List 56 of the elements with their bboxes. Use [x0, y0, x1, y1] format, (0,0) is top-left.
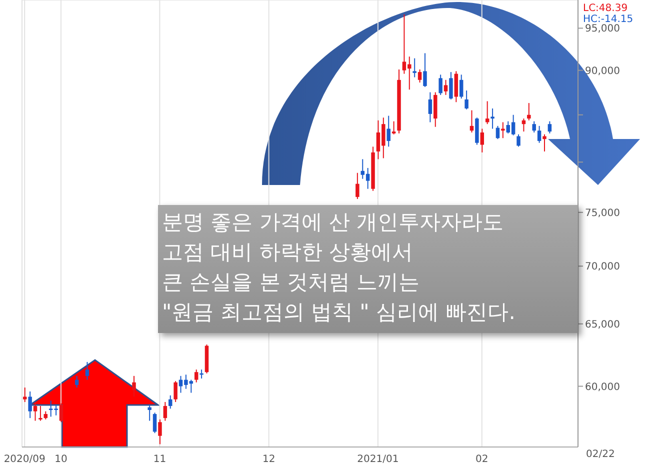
candlestick	[470, 110, 474, 133]
y-tick-label: 95,000	[585, 24, 620, 35]
text: HC:-14.15	[583, 14, 634, 25]
candlestick	[356, 172, 360, 200]
candlestick	[74, 375, 79, 388]
candlestick	[132, 375, 136, 398]
text: LC:48.39	[583, 3, 628, 14]
x-tick-label: 02	[476, 454, 488, 466]
x-tick-label: 12	[262, 454, 276, 466]
candlestick	[464, 90, 468, 110]
candlestick	[163, 401, 168, 422]
candlestick	[428, 92, 432, 123]
candlestick	[542, 134, 546, 152]
candlestick	[480, 128, 484, 153]
candlestick	[23, 387, 27, 402]
candlestick	[501, 122, 505, 139]
candlestick	[418, 68, 422, 84]
y-tick-label: 60,000	[585, 382, 620, 393]
candlestick	[537, 125, 542, 144]
text: 02/22	[585, 449, 616, 462]
candlestick	[59, 402, 64, 423]
y-tick-label: 65,000	[585, 319, 620, 330]
candlestick	[174, 380, 178, 402]
candlestick	[438, 74, 442, 96]
candlestick	[38, 405, 42, 422]
candlestick	[516, 134, 520, 148]
y-tick-label: 70,000	[585, 262, 620, 273]
candlestick	[168, 394, 172, 410]
candlestick	[412, 58, 416, 78]
candlestick	[152, 412, 157, 434]
candlestick	[454, 70, 458, 103]
candlestick	[532, 120, 536, 133]
candlestick	[490, 108, 494, 130]
candlestick	[527, 102, 531, 121]
x-tick-label: 10	[54, 454, 68, 466]
candlestick	[434, 92, 438, 128]
candlestick	[33, 401, 38, 422]
candlestick	[444, 79, 448, 96]
x-tick-label: 2021/01	[357, 454, 399, 466]
candlestick	[496, 125, 500, 140]
candlestick	[459, 74, 464, 100]
candlestick	[194, 369, 198, 383]
y-tick-label: 75,000	[585, 208, 620, 219]
candlestick	[449, 72, 453, 100]
candlestick	[423, 52, 427, 88]
x-tick-label: 11	[153, 454, 166, 466]
annotation: 분명 좋은 가격에 산 개인투자자라도 고점 대비 하락한 상황에서 큰 손실을 본 것처럼 느끼는 "원금 최고점의 법칙 " 심리에 빠진다.	[158, 205, 578, 333]
candlestick	[148, 404, 152, 422]
candlestick	[28, 390, 32, 419]
candlestick	[85, 361, 90, 380]
candlestick	[548, 120, 552, 134]
candlestick	[386, 115, 390, 148]
y-tick-label: 90,000	[585, 66, 620, 77]
x-tick-label: 2020/09	[4, 454, 46, 466]
candlestick	[158, 418, 162, 445]
candlestick	[392, 120, 396, 135]
